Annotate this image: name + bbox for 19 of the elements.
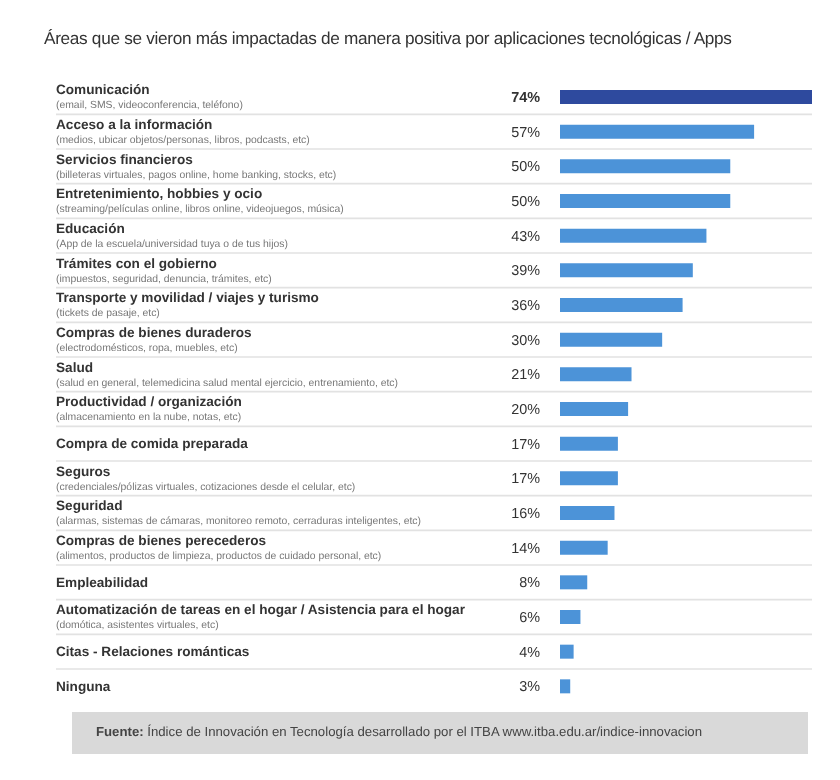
bar [560,263,693,278]
bar [560,644,574,659]
bar [560,124,755,139]
bar [560,194,731,208]
text: Áreas que se vieron más impactadas de manera positiva por aplicaciones tecnológicas / Apps [42,26,734,52]
bar [560,575,588,590]
bar [560,436,618,451]
bar [560,367,632,382]
bar [560,471,618,486]
bar [560,228,707,243]
bar [560,90,812,104]
bar [560,298,683,312]
bar [560,159,731,174]
bar [560,679,571,694]
bar [560,506,615,520]
bar [560,332,663,347]
bar [560,610,581,624]
bar [560,540,608,555]
bar [560,402,629,416]
